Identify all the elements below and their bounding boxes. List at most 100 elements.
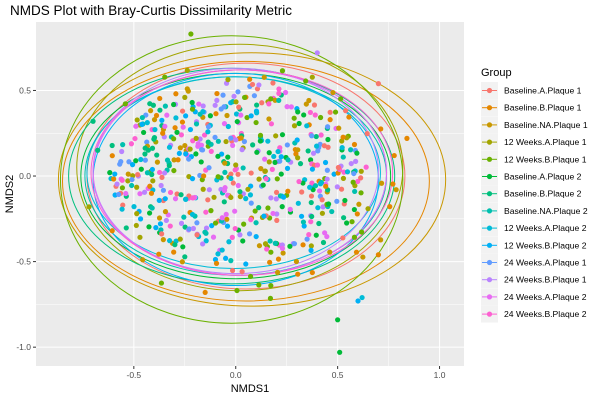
point-12 Weeks.B.Plaque 1: [338, 96, 344, 102]
point-12 Weeks.B.Plaque 1: [188, 31, 194, 37]
point-Baseline.NA.Plaque 1: [151, 117, 158, 123]
point-24 Weeks.B.Plaque 2: [276, 90, 282, 96]
point-Baseline.A.Plaque 2: [189, 99, 195, 106]
point-12 Weeks.B.Plaque 2: [309, 166, 316, 172]
point-24 Weeks.A.Plaque 1: [129, 176, 135, 183]
point-24 Weeks.B.Plaque 1: [178, 220, 185, 226]
point-24 Weeks.B.Plaque 2: [309, 180, 315, 186]
point-Baseline.B.Plaque 1: [148, 190, 155, 196]
point-12 Weeks.A.Plaque 2: [200, 108, 206, 115]
point-Baseline.A.Plaque 2: [301, 112, 307, 118]
point-Baseline.A.Plaque 2: [146, 224, 152, 230]
point-Baseline.B.Plaque 1: [275, 256, 282, 262]
point-12 Weeks.A.Plaque 1: [358, 168, 364, 174]
legend-dot-Baseline.B.Plaque 1: [486, 105, 493, 111]
legend-dot-12 Weeks.A.Plaque 1: [486, 139, 493, 145]
point-12 Weeks.B.Plaque 2: [294, 137, 300, 143]
point-Baseline.NA.Plaque 1: [171, 157, 177, 163]
point-Baseline.A.Plaque 1: [364, 131, 370, 137]
point-Baseline.B.Plaque 2: [145, 147, 151, 153]
grid-major: [36, 22, 464, 366]
point-12 Weeks.A.Plaque 1: [134, 184, 140, 190]
point-Baseline.B.Plaque 1: [147, 183, 153, 189]
point-Baseline.A.Plaque 1: [228, 171, 234, 177]
point-Baseline.NA.Plaque 2: [129, 182, 135, 189]
point-12 Weeks.B.Plaque 1: [268, 283, 274, 289]
point-12 Weeks.B.Plaque 2: [298, 213, 305, 219]
point-Baseline.NA.Plaque 1: [393, 187, 399, 193]
point-Baseline.A.Plaque 2: [272, 159, 278, 165]
point-12 Weeks.B.Plaque 2: [159, 117, 165, 123]
point-Baseline.A.Plaque 1: [236, 104, 242, 110]
legend-label-12 Weeks.B.Plaque 1: 12 Weeks.B.Plaque 1: [504, 154, 587, 164]
point-12 Weeks.A.Plaque 1: [184, 67, 190, 73]
point-24 Weeks.A.Plaque 1: [325, 124, 331, 130]
point-24 Weeks.A.Plaque 2: [221, 121, 228, 127]
point-Baseline.NA.Plaque 2: [215, 138, 221, 144]
point-Baseline.A.Plaque 2: [225, 154, 231, 160]
point-12 Weeks.A.Plaque 1: [266, 159, 272, 165]
point-Baseline.B.Plaque 1: [214, 90, 220, 97]
point-24 Weeks.B.Plaque 2: [312, 112, 318, 118]
point-12 Weeks.A.Plaque 2: [243, 196, 249, 202]
point-12 Weeks.A.Plaque 1: [309, 74, 315, 80]
point-12 Weeks.A.Plaque 1: [86, 204, 92, 210]
legend: Baseline.A.Plaque 1 Baseline.B.Plaque 1 Ba…: [481, 82, 588, 323]
point-12 Weeks.A.Plaque 2: [152, 126, 158, 133]
point-Baseline.B.Plaque 2: [320, 239, 327, 246]
point-12 Weeks.B.Plaque 1: [267, 295, 274, 301]
point-24 Weeks.B.Plaque 2: [248, 217, 254, 223]
point-Baseline.NA.Plaque 1: [222, 160, 228, 166]
point-24 Weeks.A.Plaque 1: [248, 200, 254, 206]
point-24 Weeks.A.Plaque 2: [324, 233, 330, 240]
point-24 Weeks.A.Plaque 2: [123, 190, 129, 197]
point-12 Weeks.A.Plaque 2: [182, 196, 189, 202]
point-Baseline.A.Plaque 1: [340, 235, 346, 241]
legend-label-24 Weeks.A.Plaque 1: 24 Weeks.A.Plaque 1: [504, 258, 587, 268]
point-24 Weeks.A.Plaque 2: [219, 215, 225, 221]
point-Baseline.NA.Plaque 2: [144, 170, 151, 176]
point-Baseline.A.Plaque 1: [179, 108, 186, 114]
point-24 Weeks.B.Plaque 1: [162, 170, 168, 176]
point-Baseline.NA.Plaque 1: [378, 237, 384, 243]
legend-label-12 Weeks.A.Plaque 2: 12 Weeks.A.Plaque 2: [504, 223, 587, 233]
point-12 Weeks.A.Plaque 2: [295, 200, 301, 206]
point-Baseline.NA.Plaque 1: [336, 125, 342, 131]
point-12 Weeks.B.Plaque 2: [253, 233, 259, 240]
point-Baseline.A.Plaque 2: [295, 109, 301, 115]
point-24 Weeks.B.Plaque 1: [163, 217, 169, 224]
point-12 Weeks.A.Plaque 1: [125, 178, 131, 184]
point-Baseline.B.Plaque 2: [182, 224, 188, 230]
point-24 Weeks.A.Plaque 1: [304, 236, 310, 242]
point-24 Weeks.A.Plaque 1: [251, 93, 258, 99]
point-Baseline.B.Plaque 1: [201, 173, 207, 179]
point-Baseline.NA.Plaque 1: [154, 159, 161, 165]
point-12 Weeks.B.Plaque 1: [252, 208, 258, 214]
point-24 Weeks.A.Plaque 1: [218, 106, 224, 112]
legend-dot-Baseline.A.Plaque 2: [486, 173, 493, 180]
point-12 Weeks.A.Plaque 1: [233, 162, 239, 168]
point-Baseline.NA.Plaque 1: [185, 88, 191, 94]
point-Baseline.A.Plaque 1: [186, 193, 192, 199]
point-24 Weeks.B.Plaque 1: [203, 225, 210, 231]
point-12 Weeks.B.Plaque 1: [358, 190, 364, 196]
point-12 Weeks.B.Plaque 1: [171, 136, 177, 142]
point-24 Weeks.B.Plaque 2: [232, 167, 238, 173]
legend-dot-12 Weeks.B.Plaque 1: [486, 156, 493, 162]
point-24 Weeks.B.Plaque 2: [132, 135, 138, 142]
point-24 Weeks.B.Plaque 2: [266, 101, 272, 107]
point-Baseline.A.Plaque 1: [254, 86, 261, 92]
point-Baseline.NA.Plaque 1: [177, 145, 183, 151]
point-12 Weeks.B.Plaque 2: [243, 261, 249, 267]
point-12 Weeks.A.Plaque 1: [262, 241, 269, 247]
point-Baseline.B.Plaque 1: [327, 117, 333, 123]
point-Baseline.A.Plaque 2: [141, 129, 147, 136]
point-24 Weeks.A.Plaque 1: [186, 156, 192, 162]
point-Baseline.A.Plaque 1: [259, 100, 265, 106]
point-24 Weeks.B.Plaque 1: [114, 181, 120, 187]
point-Baseline.A.Plaque 1: [319, 197, 325, 203]
point-24 Weeks.B.Plaque 1: [212, 102, 218, 108]
ellipse-Baseline.NA.Plaque 1: [57, 52, 447, 307]
point-24 Weeks.A.Plaque 1: [220, 92, 226, 98]
point-Baseline.NA.Plaque 1: [266, 116, 272, 122]
